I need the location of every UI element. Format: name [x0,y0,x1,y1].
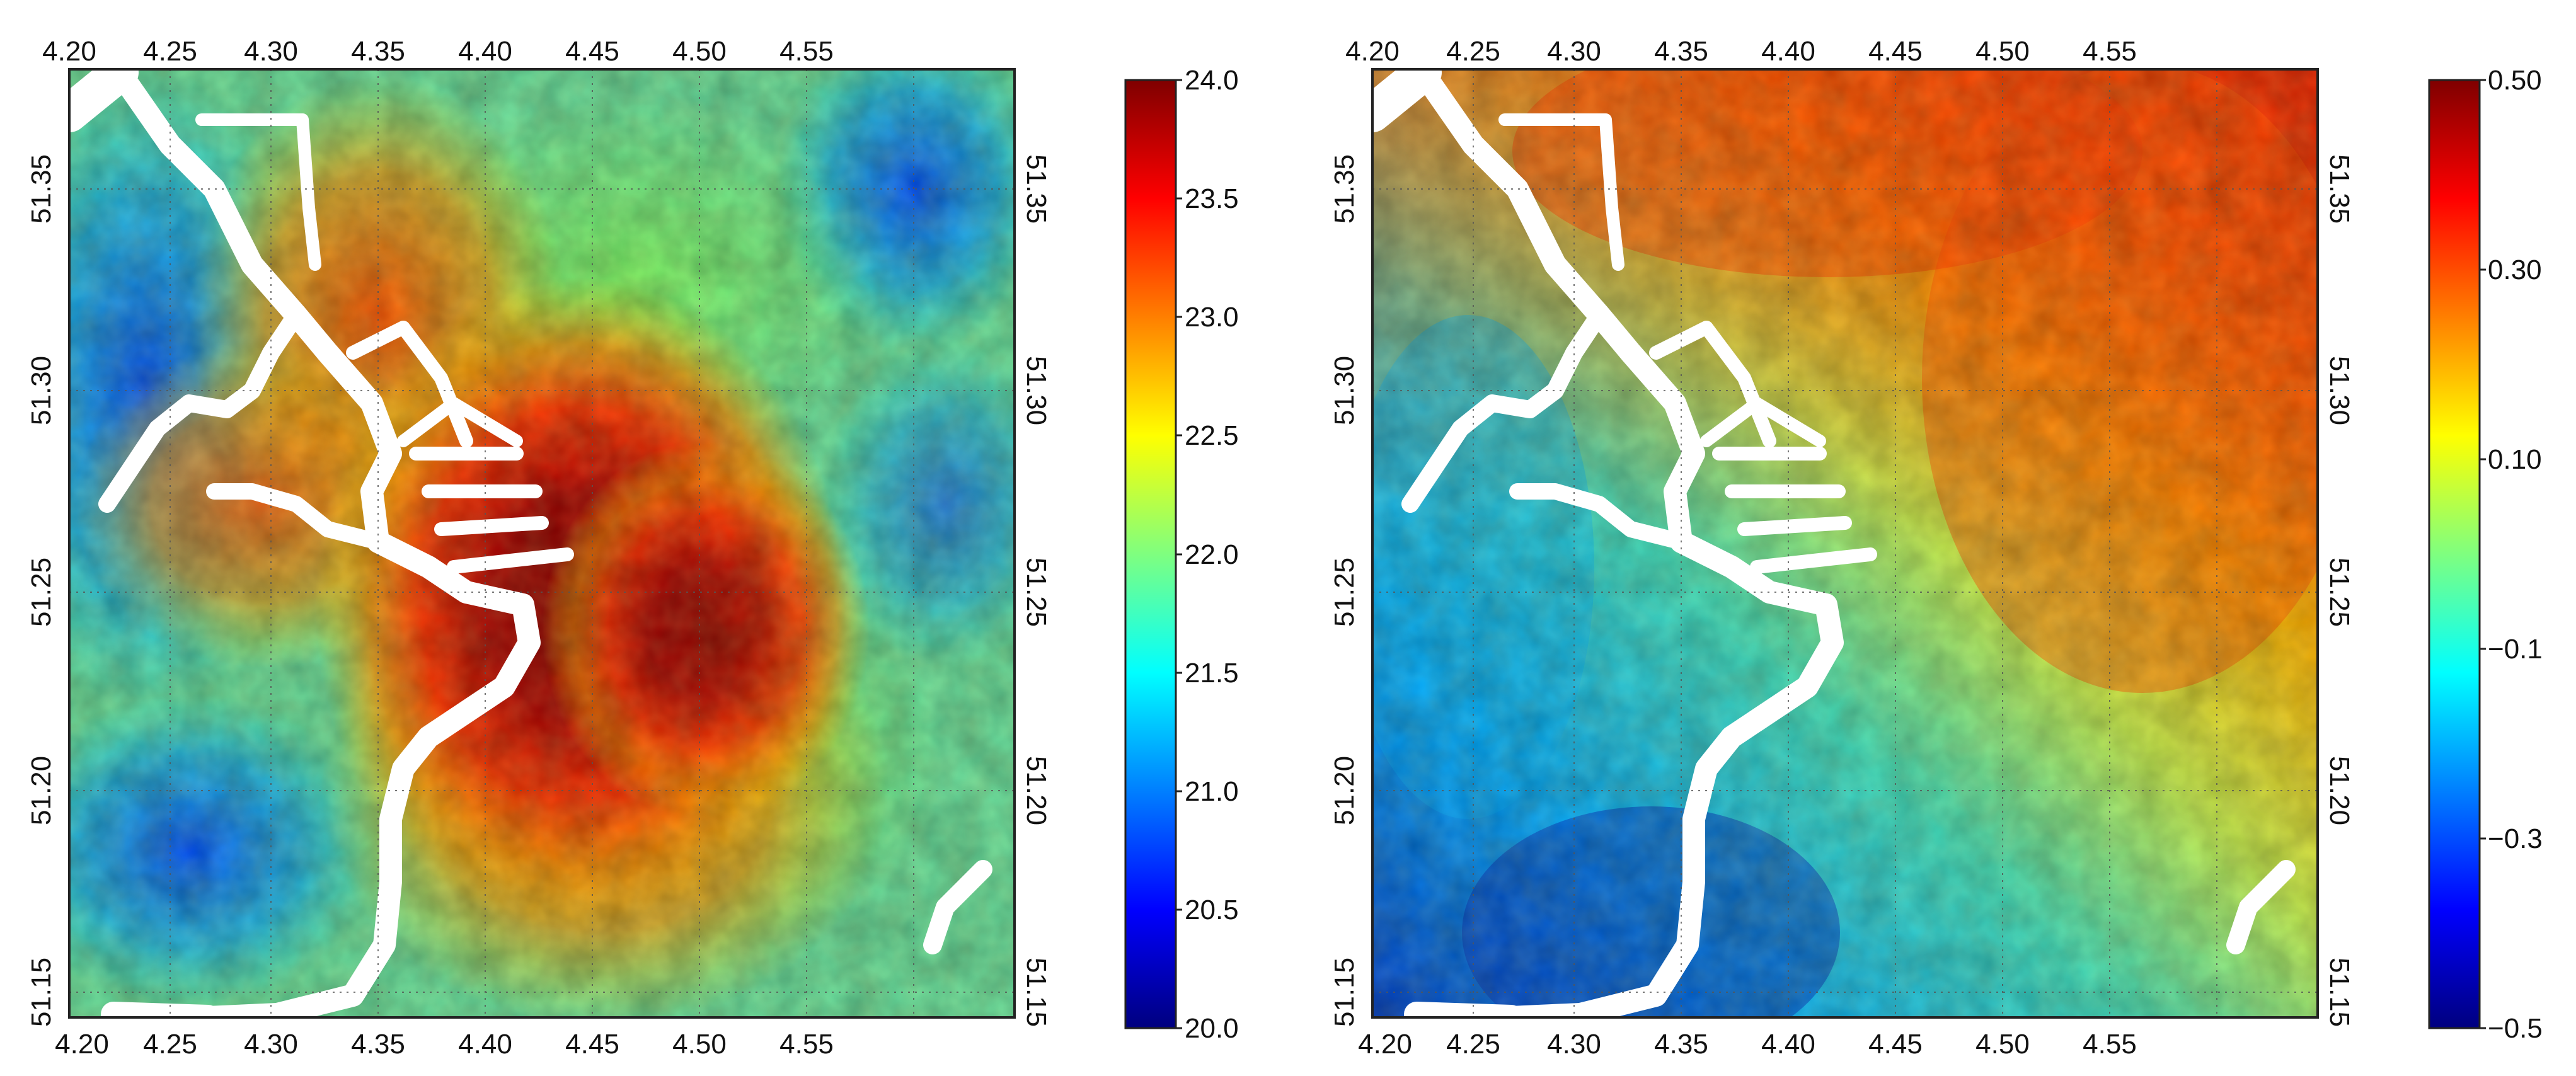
x-tick-bottom: 4.45 [565,1029,619,1060]
y-tick-left: 51.30 [26,356,57,425]
difference-map-panel: 4.20 4.25 4.30 4.35 4.40 4.45 4.50 4.55 … [1329,36,2543,1060]
colorbar-label: −0.3 [2488,823,2543,854]
grid-lines [69,69,1015,1017]
map-frame [68,68,1016,1019]
x-tick-top: 4.40 [458,36,512,67]
x-tick-top: 4.50 [672,36,727,67]
x-tick-top: 4.25 [143,36,197,67]
y-tick-right: 51.35 [1021,154,1052,224]
x-tick-bottom: 4.50 [1975,1029,2030,1060]
x-tick-bottom: 4.20 [1358,1029,1412,1060]
y-tick-right: 51.20 [2324,756,2355,825]
colorbar-label: 23.0 [1185,302,1239,333]
colorbar-label: 21.5 [1185,658,1239,689]
x-tick-top: 4.25 [1446,36,1500,67]
y-tick-right: 51.15 [1021,958,1052,1027]
colorbar-label: 20.0 [1185,1013,1239,1044]
x-tick-top: 4.35 [1654,36,1708,67]
colorbar-label: 21.0 [1185,776,1239,807]
x-tick-top: 4.45 [565,36,619,67]
x-tick-top: 4.30 [244,36,298,67]
y-tick-right: 51.25 [1021,558,1052,627]
y-tick-right: 51.35 [2324,154,2355,224]
x-tick-bottom: 4.40 [458,1029,512,1060]
colorbar-label: 0.30 [2488,255,2542,285]
difference-field [1372,69,2318,1017]
y-tick-right: 51.15 [2324,958,2355,1027]
y-tick-left: 51.25 [26,558,57,627]
x-tick-bottom: 4.25 [1446,1029,1500,1060]
grid-lines [1372,69,2318,1017]
x-tick-bottom: 4.35 [351,1029,405,1060]
colorbar-label: 20.5 [1185,895,1239,925]
y-tick-left: 51.25 [1329,558,1360,627]
x-tick-bottom: 4.20 [55,1029,109,1060]
y-tick-left: 51.20 [26,756,57,825]
x-tick-top: 4.20 [1345,36,1400,67]
x-tick-bottom: 4.55 [779,1029,834,1060]
x-tick-bottom: 4.50 [672,1029,727,1060]
x-tick-bottom: 4.30 [244,1029,298,1060]
x-tick-bottom: 4.40 [1761,1029,1815,1060]
x-tick-top: 4.40 [1761,36,1815,67]
y-tick-right: 51.25 [2324,558,2355,627]
x-tick-top: 4.50 [1975,36,2030,67]
colorbar-label: 24.0 [1185,65,1239,96]
x-tick-top: 4.30 [1547,36,1601,67]
colorbar-label: 22.0 [1185,539,1239,570]
colorbar-label: 0.50 [2488,65,2542,96]
y-tick-right: 51.20 [1021,756,1052,825]
temperature-field [69,69,1015,1017]
colorbar-label: 0.10 [2488,444,2542,475]
x-tick-top: 4.55 [2083,36,2137,67]
x-tick-bottom: 4.35 [1654,1029,1708,1060]
y-tick-left: 51.35 [26,154,57,224]
colorbar: 0.50 0.30 0.10 −0.1 −0.3 −0.5 [2428,65,2543,1044]
x-tick-bottom: 4.55 [2083,1029,2137,1060]
y-tick-left: 51.15 [26,958,57,1027]
y-tick-left: 51.30 [1329,356,1360,425]
colorbar-label: 23.5 [1185,183,1239,214]
colorbar-label: −0.5 [2488,1013,2543,1044]
x-tick-bottom: 4.30 [1547,1029,1601,1060]
y-tick-left: 51.15 [1329,958,1360,1027]
colorbar: 24.0 23.5 23.0 22.5 22.0 21.5 21.0 20.5 … [1124,65,1239,1044]
y-tick-right: 51.30 [1021,356,1052,425]
x-tick-top: 4.35 [351,36,405,67]
x-tick-top: 4.20 [42,36,96,67]
temperature-map-panel: 4.20 4.25 4.30 4.35 4.40 4.45 4.50 4.55 … [26,36,1239,1060]
x-tick-top: 4.45 [1868,36,1923,67]
colorbar-label: −0.1 [2488,634,2543,665]
map-frame [1371,68,2319,1019]
y-tick-left: 51.35 [1329,154,1360,224]
y-tick-right: 51.30 [2324,356,2355,425]
x-tick-top: 4.55 [779,36,834,67]
y-tick-left: 51.20 [1329,756,1360,825]
colorbar-label: 22.5 [1185,420,1239,451]
x-tick-bottom: 4.25 [143,1029,197,1060]
x-tick-bottom: 4.45 [1868,1029,1923,1060]
